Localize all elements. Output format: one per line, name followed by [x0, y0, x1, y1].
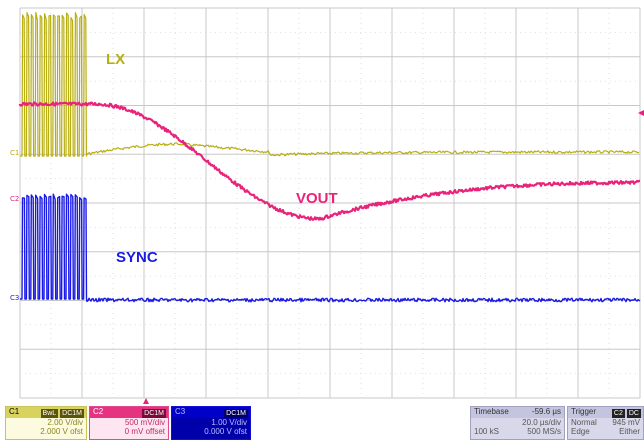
- trigger-level: 945 mV: [612, 418, 640, 427]
- c3-name: C3: [175, 407, 186, 416]
- sync-waveform: [20, 193, 641, 303]
- c1-ground-marker[interactable]: C1: [10, 149, 19, 157]
- c2-offset: 0 mV offset: [124, 427, 165, 436]
- trigger-type: Edge: [571, 427, 590, 436]
- channel-1-descriptor[interactable]: C1 BwL DC1M 2.00 V/div 2.000 V ofst: [5, 406, 87, 440]
- c1-offset: 2.000 V ofst: [40, 427, 83, 436]
- timebase-position: -59.6 µs: [531, 407, 561, 416]
- c1-scale: 2.00 V/div: [47, 418, 83, 427]
- channel-2-descriptor[interactable]: C2 DC1M 500 mV/div 0 mV offset: [89, 406, 169, 440]
- c3-coupling-tag: DC1M: [224, 409, 248, 418]
- c1-name: C1: [9, 407, 20, 416]
- trigger-slope: Either: [619, 427, 640, 436]
- sync-trace-label: SYNC: [116, 249, 158, 266]
- c2-coupling-tag: DC1M: [142, 409, 166, 418]
- channel-3-descriptor[interactable]: C3 DC1M 1.00 V/div 0.000 V ofst: [171, 406, 251, 440]
- vout-trace-label: VOUT: [296, 190, 338, 207]
- c3-offset: 0.000 V ofst: [204, 427, 247, 436]
- timebase-samples: 100 kS: [474, 427, 499, 436]
- c2-ground-marker[interactable]: C2: [10, 195, 19, 203]
- trigger-label: Trigger: [571, 407, 597, 416]
- c1-coupling-tag: DC1M: [60, 409, 84, 418]
- timebase-label: Timebase: [474, 407, 509, 416]
- timebase-rate: 500 MS/s: [527, 427, 561, 436]
- trigger-coupling-tag: DC: [626, 409, 641, 418]
- graticule: [19, 7, 641, 399]
- lx-trace-label: LX: [106, 51, 125, 68]
- trigger-descriptor[interactable]: Trigger C2 DC Normal 945 mV Edge Either: [567, 406, 644, 440]
- trigger-source-tag: C2: [611, 409, 625, 418]
- timebase-scale: 20.0 µs/div: [522, 418, 561, 427]
- timebase-descriptor[interactable]: Timebase -59.6 µs 20.0 µs/div 100 kS 500…: [470, 406, 565, 440]
- lx-waveform: [20, 11, 640, 157]
- trigger-level-marker[interactable]: [638, 110, 644, 116]
- vout-waveform: [18, 101, 641, 221]
- c2-scale: 500 mV/div: [124, 418, 165, 427]
- c3-scale: 1.00 V/div: [211, 418, 247, 427]
- c2-name: C2: [93, 407, 104, 416]
- waveform-traces: [18, 11, 641, 303]
- trigger-mode: Normal: [571, 418, 597, 427]
- trigger-position-marker[interactable]: [143, 398, 149, 404]
- c1-bwl-tag: BwL: [40, 409, 59, 418]
- c3-ground-marker[interactable]: C3: [10, 294, 19, 302]
